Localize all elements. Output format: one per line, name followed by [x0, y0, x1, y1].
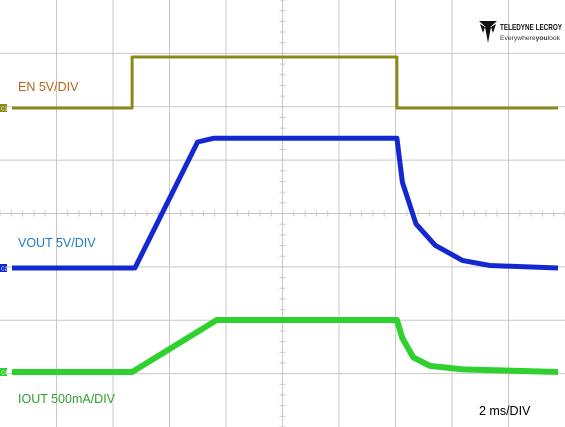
channel-ground-markers: C1 C2 C4	[0, 104, 8, 377]
waveform-traces	[12, 55, 559, 375]
channel-marker-label: C1	[1, 107, 8, 113]
channel-ground-marker	[0, 264, 7, 272]
channel-ground-marker	[0, 104, 7, 112]
en-channel-label: EN 5V/DIV	[18, 80, 79, 94]
channel-marker-label: C4	[1, 371, 8, 377]
iout-channel-label: IOUT 500mA/DIV	[18, 392, 116, 406]
channel-ground-marker	[0, 368, 7, 376]
timebase-label: 2 ms/DIV	[479, 404, 531, 418]
en-trace	[12, 55, 558, 110]
logo-brand-text: TELEDYNE LECROY	[500, 22, 562, 32]
vout-trace	[12, 135, 559, 271]
teledyne-lecroy-logo: TELEDYNE LECROY Everywhereyoulook	[479, 21, 562, 43]
channel-marker-label: C2	[1, 267, 8, 273]
vout-channel-label: VOUT 5V/DIV	[18, 236, 96, 250]
logo-mark-icon	[479, 21, 497, 43]
iout-trace	[12, 317, 559, 375]
logo-tagline: Everywhereyoulook	[500, 35, 561, 42]
